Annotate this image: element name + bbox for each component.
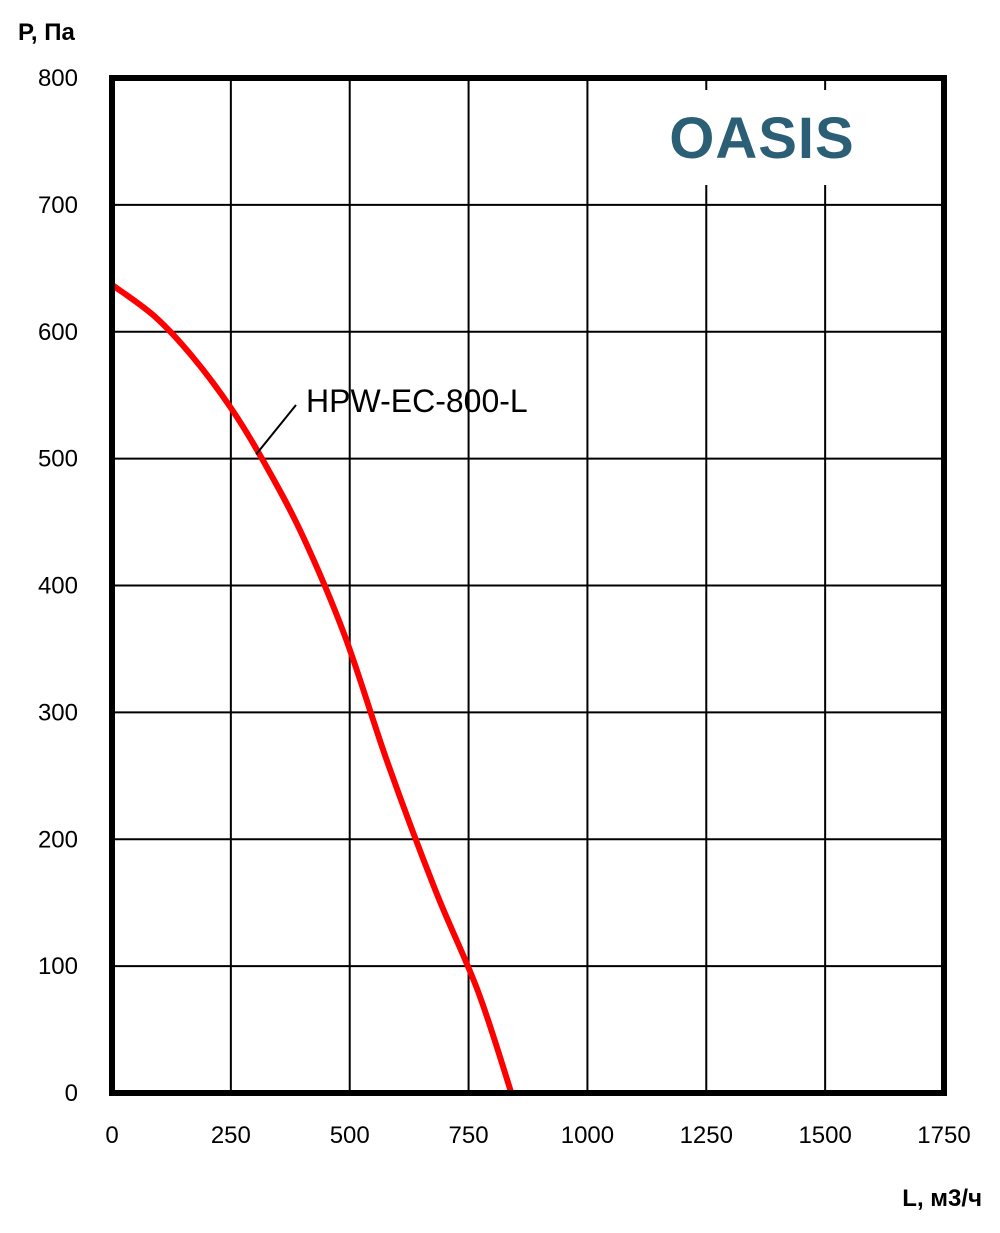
y-tick-label-6: 600	[38, 319, 78, 346]
grid	[111, 77, 945, 1094]
x-tick-label-5: 1250	[680, 1122, 733, 1149]
brand-logo: OASIS	[669, 106, 855, 171]
y-tick-label-5: 500	[38, 446, 78, 473]
y-tick-label-8: 800	[38, 65, 78, 92]
x-tick-label-7: 1750	[917, 1122, 970, 1149]
x-tick-label-1: 250	[211, 1122, 251, 1149]
y-tick-label-4: 400	[38, 573, 78, 600]
x-tick-label-4: 1000	[561, 1122, 614, 1149]
x-tick-label-0: 0	[105, 1122, 118, 1149]
x-tick-label-6: 1500	[798, 1122, 851, 1149]
y-tick-label-0: 0	[65, 1080, 78, 1107]
series-line-0	[109, 281, 515, 1096]
y-tick-label-1: 100	[38, 953, 78, 980]
plot-frame	[109, 75, 947, 1096]
y-axis-title: P, Па	[18, 19, 76, 46]
brand-background	[660, 90, 860, 185]
series-label-0: HPW-EC-800-L	[306, 383, 528, 419]
y-tick-label-3: 300	[38, 699, 78, 726]
x-tick-label-2: 500	[330, 1122, 370, 1149]
x-axis-title: L, м3/ч	[902, 1185, 982, 1212]
y-tick-labels: 0 100 200 300 400 500 600 700 800	[38, 65, 78, 1107]
x-tick-labels: 0 250 500 750 1000 1250 1500 1750	[105, 1122, 970, 1149]
y-tick-label-2: 200	[38, 826, 78, 853]
series-layer: HPW-EC-800-L	[109, 281, 528, 1096]
series-label-leader-0	[255, 404, 297, 456]
y-tick-label-7: 700	[38, 192, 78, 219]
x-tick-label-3: 750	[449, 1122, 489, 1149]
